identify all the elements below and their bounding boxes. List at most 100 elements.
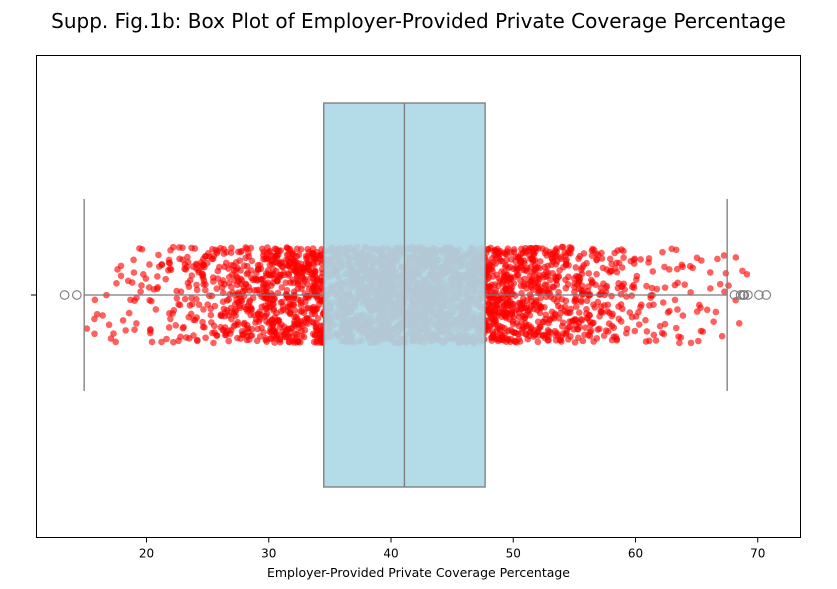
strip-point xyxy=(593,270,600,278)
strip-point xyxy=(317,251,325,259)
strip-point xyxy=(665,266,673,273)
strip-point xyxy=(539,318,547,325)
strip-point xyxy=(513,271,521,279)
strip-point xyxy=(222,259,230,267)
strip-point xyxy=(575,255,582,262)
strip-point xyxy=(716,280,724,288)
strip-point xyxy=(148,297,155,305)
strip-point xyxy=(596,325,603,333)
strip-point xyxy=(293,245,301,253)
strip-point xyxy=(596,313,603,320)
strip-point xyxy=(225,279,233,287)
strip-point xyxy=(574,334,582,342)
strip-point xyxy=(201,323,208,331)
strip-point xyxy=(544,326,552,334)
strip-point xyxy=(130,269,138,276)
strip-point xyxy=(173,295,181,302)
strip-point xyxy=(309,254,316,262)
strip-point xyxy=(689,264,696,272)
strip-point xyxy=(575,277,583,285)
strip-point xyxy=(608,292,615,300)
strip-point xyxy=(254,261,262,269)
strip-point xyxy=(546,315,554,323)
strip-point xyxy=(489,267,496,275)
strip-point xyxy=(523,267,531,275)
outlier-point xyxy=(743,290,753,300)
strip-point xyxy=(271,295,279,303)
strip-point xyxy=(577,298,585,306)
strip-point xyxy=(661,320,669,328)
strip-point xyxy=(617,290,625,298)
strip-point xyxy=(679,312,687,319)
strip-point xyxy=(515,253,523,261)
strip-point xyxy=(531,279,538,287)
strip-point xyxy=(130,256,137,264)
strip-point xyxy=(633,276,640,283)
strip-point xyxy=(257,315,264,323)
strip-point xyxy=(182,266,190,273)
strip-point xyxy=(176,301,184,309)
strip-point xyxy=(543,281,550,289)
strip-point xyxy=(586,332,594,340)
strip-point xyxy=(289,300,297,308)
strip-point xyxy=(205,253,213,260)
strip-point xyxy=(237,294,245,302)
strip-point xyxy=(125,309,133,317)
strip-point xyxy=(587,321,594,329)
strip-point xyxy=(503,309,511,316)
strip-point xyxy=(278,284,286,291)
strip-point xyxy=(531,266,538,274)
strip-point xyxy=(172,322,180,329)
strip-point xyxy=(263,249,271,257)
strip-point xyxy=(225,296,233,303)
strip-point xyxy=(597,284,605,292)
strip-point xyxy=(673,265,681,273)
strip-point xyxy=(642,338,650,345)
strip-point xyxy=(119,317,127,324)
strip-point xyxy=(571,288,578,296)
strip-point xyxy=(269,252,276,260)
strip-point xyxy=(269,322,276,329)
strip-point xyxy=(254,277,261,284)
strip-point xyxy=(298,270,306,277)
strip-point xyxy=(209,329,216,337)
strip-point xyxy=(626,309,634,316)
strip-point xyxy=(294,279,302,287)
strip-point xyxy=(643,282,650,290)
strip-point xyxy=(195,301,203,308)
strip-point xyxy=(296,318,303,326)
outlier-point xyxy=(71,290,82,300)
strip-point xyxy=(598,255,606,262)
strip-point xyxy=(659,299,667,306)
strip-point xyxy=(91,296,99,304)
strip-point xyxy=(535,245,542,252)
strip-point xyxy=(166,259,173,267)
strip-point xyxy=(698,257,705,264)
strip-point xyxy=(721,288,728,295)
strip-point xyxy=(253,337,261,345)
strip-point xyxy=(170,338,177,346)
strip-point xyxy=(589,278,596,286)
strip-point xyxy=(175,244,183,251)
strip-point xyxy=(278,263,286,270)
strip-point xyxy=(254,310,262,318)
strip-point xyxy=(207,305,214,313)
strip-point xyxy=(271,339,278,346)
strip-point xyxy=(313,305,321,313)
strip-point xyxy=(628,292,636,300)
strip-point xyxy=(243,245,251,253)
strip-point xyxy=(623,293,630,300)
x-tick-label: 60 xyxy=(628,547,643,561)
strip-point xyxy=(605,320,613,327)
strip-point xyxy=(553,257,561,265)
strip-point xyxy=(228,244,235,252)
strip-point xyxy=(652,337,660,344)
strip-point xyxy=(573,303,580,310)
strip-point xyxy=(497,247,504,255)
x-tick-label: 40 xyxy=(383,547,398,561)
strip-point xyxy=(152,306,160,313)
strip-point xyxy=(251,287,258,294)
strip-point xyxy=(312,323,320,330)
strip-point xyxy=(718,332,726,340)
strip-point xyxy=(169,243,177,251)
